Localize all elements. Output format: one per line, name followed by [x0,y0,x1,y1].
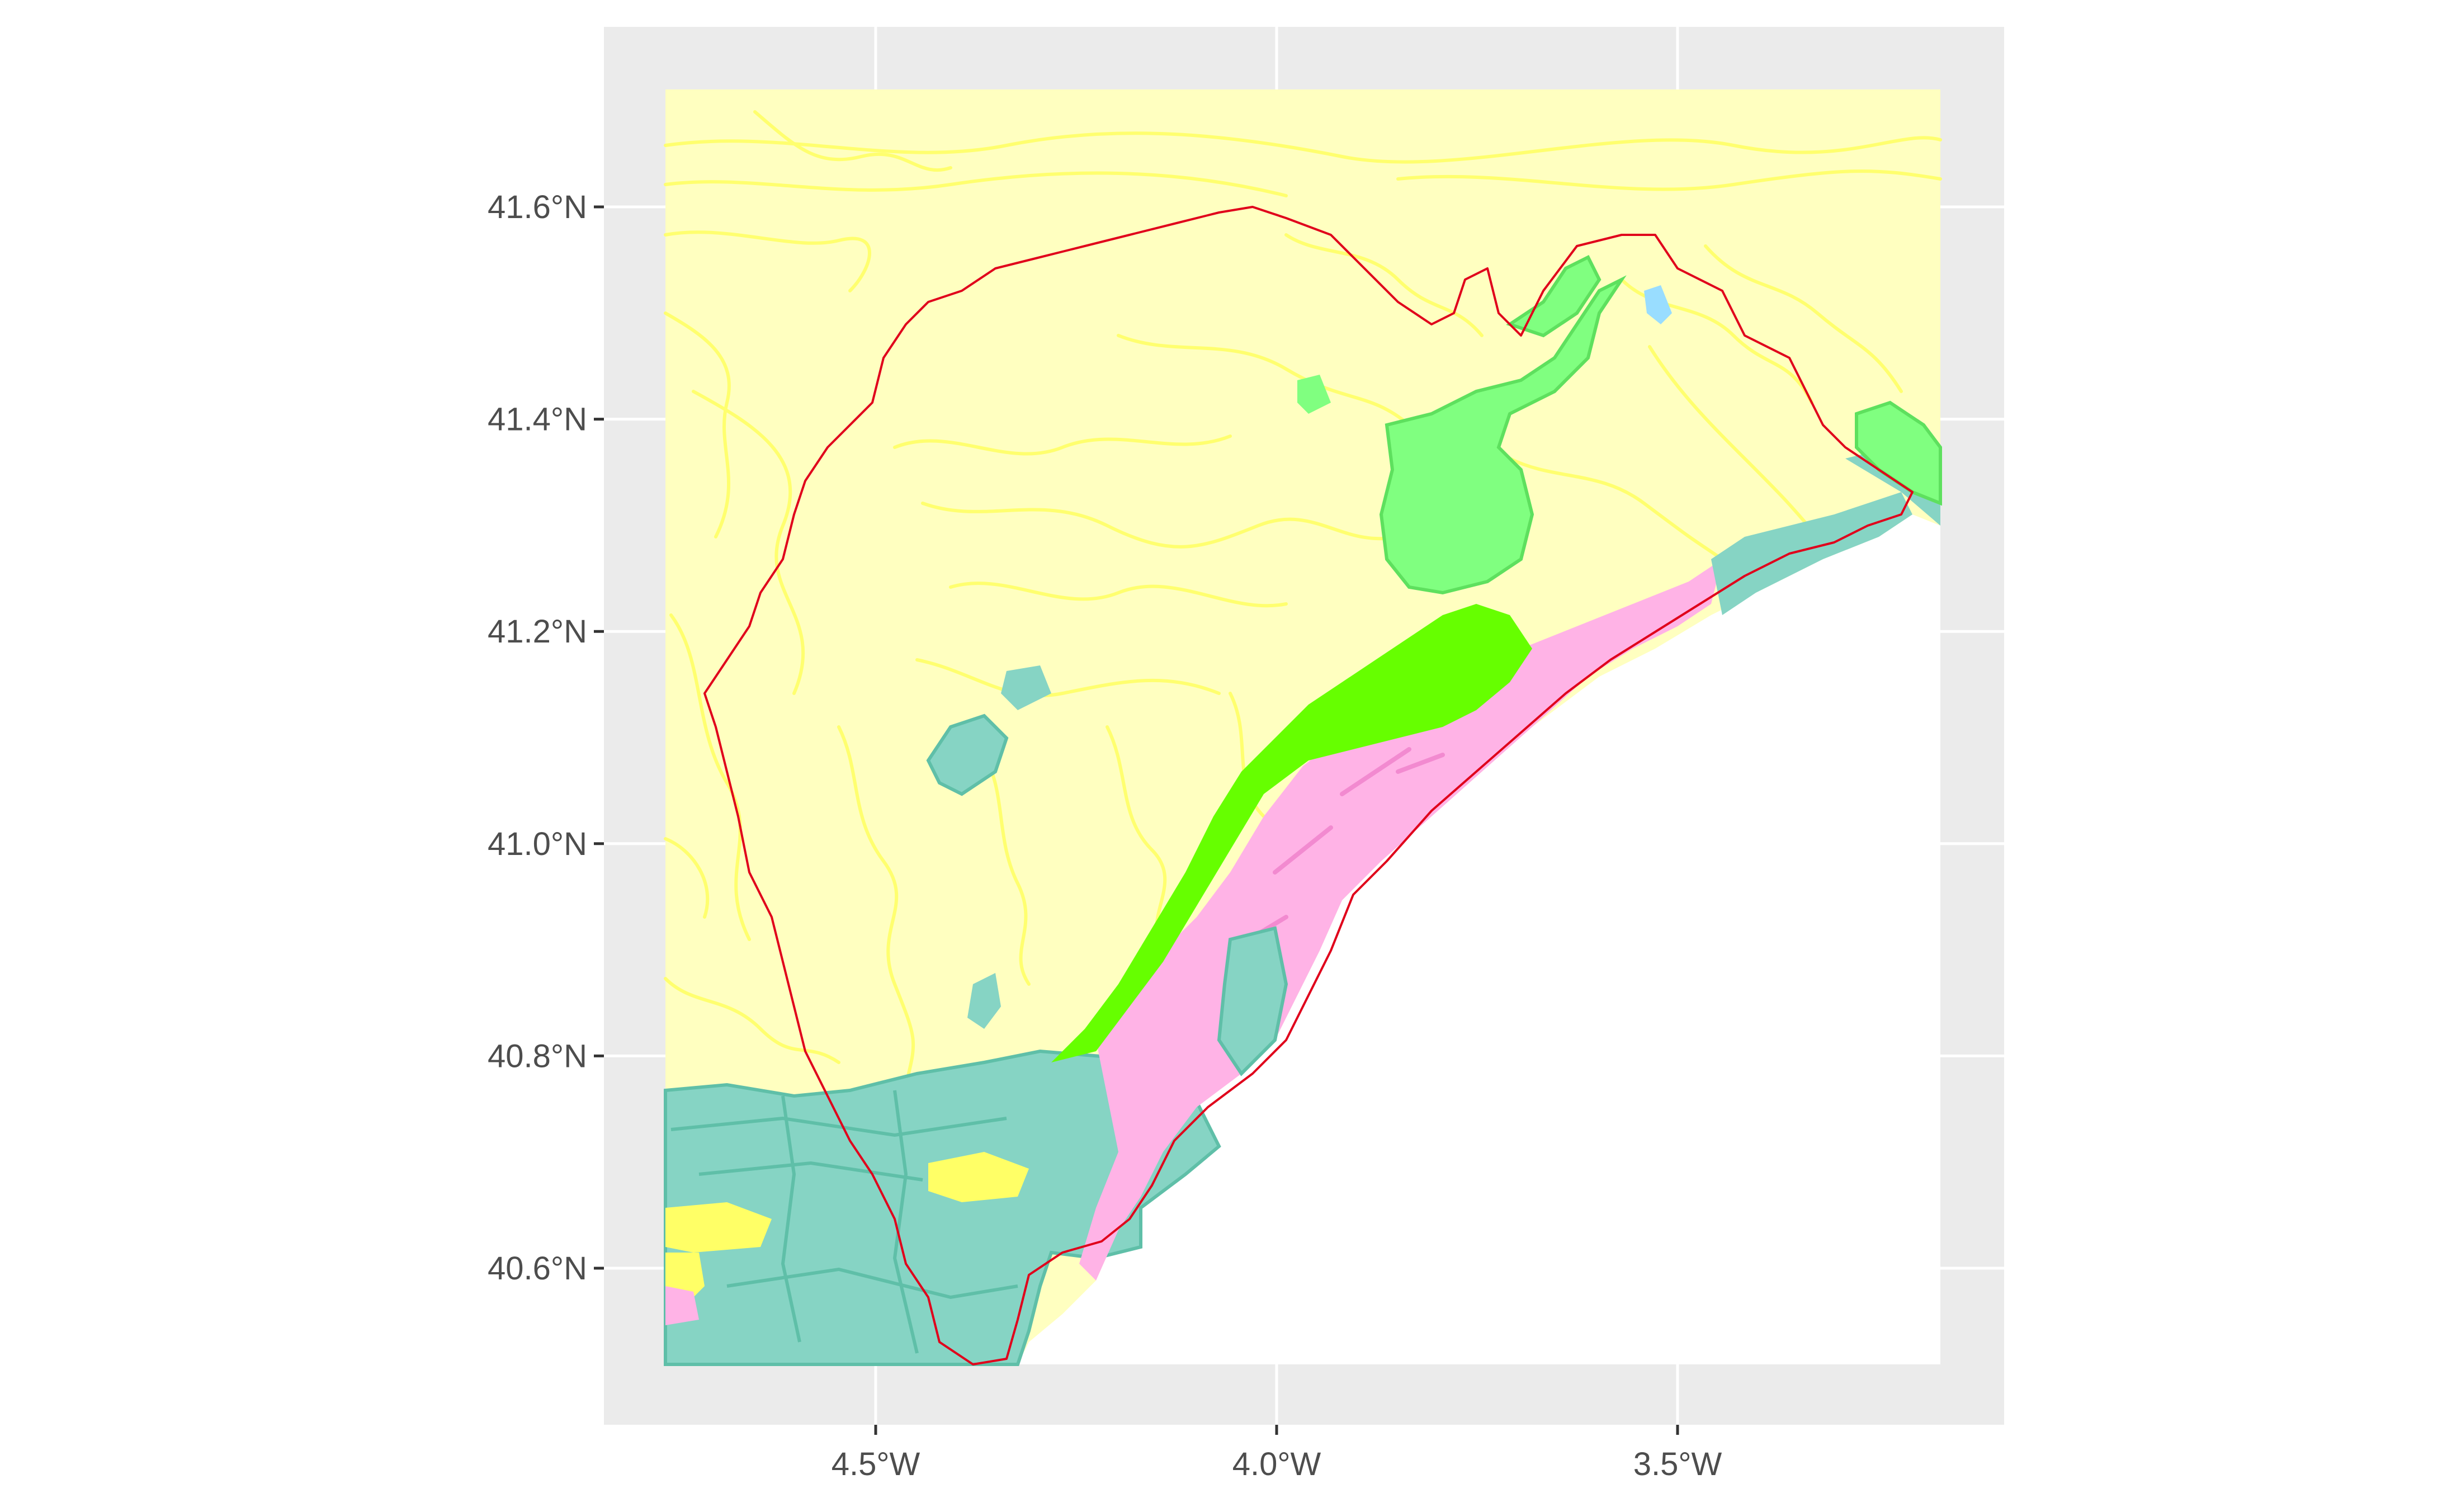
granite-outcrop-north [1001,665,1051,710]
x-tick-label: 3.5°W [1633,1446,1722,1482]
reservoir [1644,285,1672,324]
y-tick-label: 40.8°N [488,1038,587,1074]
limestone-plateau [1379,275,1627,595]
granite-outcrop-west [926,714,1009,796]
granite-south-patch [1217,926,1288,1076]
limestone-ridge [1051,604,1532,1062]
granite-fractures [670,1090,1018,1354]
granite-southwest [664,1049,1221,1366]
y-tick-label: 41.4°N [488,401,587,438]
geologic-map[interactable] [664,89,1942,1366]
y-tick-label: 41.2°N [488,613,587,650]
granite-ne-corner [1845,447,1940,526]
granite-east-strip [1711,492,1912,615]
granite-outcrop-small [967,973,1001,1029]
y-tick-label: 41.0°N [488,826,587,862]
sedimentary-strip [665,1202,772,1253]
x-tick-label: 4.5°W [832,1446,920,1482]
gneiss-corner [665,1286,699,1325]
no-data-region [1018,514,1940,1364]
province-boundary[interactable] [703,206,1914,1365]
sedimentary-island [928,1152,1029,1202]
limestone-west-fragment [1297,375,1331,414]
y-axis: 41.6°N 41.4°N 41.2°N 41.0°N 40.8°N 40.6°N [488,189,604,1287]
x-axis: 4.5°W 4.0°W 3.5°W [832,1425,1722,1482]
limestone-north [1506,254,1602,338]
y-tick-label: 41.6°N [488,189,587,225]
x-tick-label: 4.0°W [1232,1446,1321,1482]
y-tick-label: 40.6°N [488,1250,587,1287]
limestone-east [1855,400,1942,506]
